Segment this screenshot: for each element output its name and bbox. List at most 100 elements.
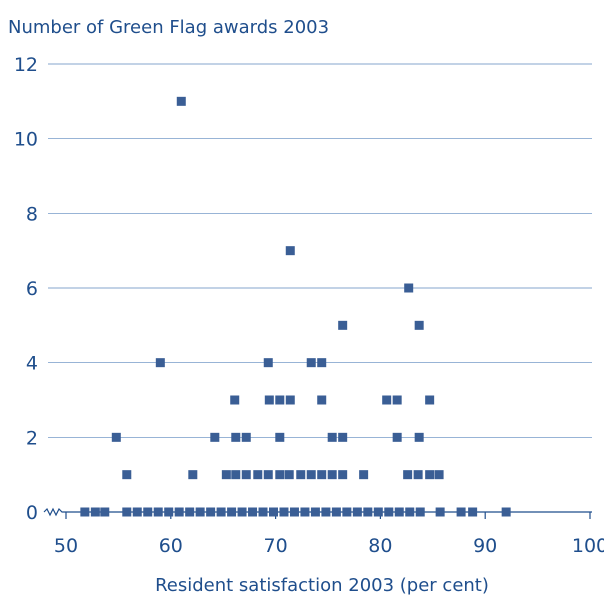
data-point (317, 395, 327, 405)
y-tick-label-12: 12 (14, 54, 38, 76)
data-point (111, 432, 121, 442)
data-point (275, 470, 285, 480)
data-point (404, 283, 414, 293)
data-point (414, 432, 424, 442)
data-point (321, 507, 331, 517)
data-point (306, 470, 316, 480)
data-point (176, 96, 186, 106)
x-tick-label-70: 70 (264, 535, 288, 557)
data-point (434, 470, 444, 480)
data-point (384, 507, 394, 517)
x-tick-label-90: 90 (473, 535, 497, 557)
data-point (342, 507, 352, 517)
y-tick-label-10: 10 (14, 129, 38, 151)
data-point (216, 507, 226, 517)
data-point (231, 432, 241, 442)
data-point (231, 470, 241, 480)
data-point (227, 507, 237, 517)
data-point (195, 507, 205, 517)
data-point (275, 432, 285, 442)
data-point (275, 395, 285, 405)
data-point (80, 507, 90, 517)
data-point (132, 507, 142, 517)
data-point (185, 507, 195, 517)
data-point (155, 358, 165, 368)
data-point (327, 470, 337, 480)
data-point (413, 470, 423, 480)
x-axis-line (43, 507, 592, 517)
data-point (122, 470, 132, 480)
data-point (253, 470, 263, 480)
data-point (285, 395, 295, 405)
data-point (206, 507, 216, 517)
data-point (310, 507, 320, 517)
data-point (415, 507, 425, 517)
y-tick-label-8: 8 (26, 203, 38, 225)
data-point (501, 507, 511, 517)
data-point (258, 507, 268, 517)
data-point (435, 507, 445, 517)
data-point (248, 507, 258, 517)
x-tick-label-50: 50 (54, 535, 78, 557)
data-point (403, 470, 413, 480)
data-point (230, 395, 240, 405)
data-point (363, 507, 373, 517)
data-point (296, 470, 306, 480)
data-point (338, 320, 348, 330)
data-point (164, 507, 174, 517)
data-point (210, 432, 220, 442)
data-point (279, 507, 289, 517)
data-point (338, 470, 348, 480)
data-point (284, 470, 294, 480)
x-axis-label: Resident satisfaction 2003 (per cent) (155, 575, 489, 596)
data-point (317, 358, 327, 368)
data-point (456, 507, 466, 517)
data-point (289, 507, 299, 517)
data-point (285, 246, 295, 256)
data-point (90, 507, 100, 517)
data-point (237, 507, 247, 517)
data-point (425, 395, 435, 405)
y-tick-label-0: 0 (26, 502, 38, 524)
data-point (221, 470, 231, 480)
data-point (394, 507, 404, 517)
data-point (327, 432, 337, 442)
data-point (306, 358, 316, 368)
y-tick-label-6: 6 (26, 278, 38, 300)
data-point (382, 395, 392, 405)
data-point (405, 507, 415, 517)
data-point (263, 358, 273, 368)
data-point (263, 470, 273, 480)
data-point (241, 432, 251, 442)
x-tick-labels: 50 60 70 80 90 100 (54, 535, 604, 557)
data-point (100, 507, 110, 517)
y-tick-label-2: 2 (26, 427, 38, 449)
data-point (122, 507, 132, 517)
data-point (392, 395, 402, 405)
data-point (414, 320, 424, 330)
data-point (153, 507, 163, 517)
y-tick-label-4: 4 (26, 353, 38, 375)
gridlines (48, 63, 592, 438)
y-tick-labels: 0 2 4 6 8 10 12 (14, 54, 38, 524)
x-tick-label-80: 80 (368, 535, 392, 557)
x-tick-label-100: 100 (572, 535, 604, 557)
data-point (269, 507, 279, 517)
data-point (143, 507, 153, 517)
data-point (174, 507, 184, 517)
data-point (338, 432, 348, 442)
data-point (331, 507, 341, 517)
data-point (264, 395, 274, 405)
data-points (80, 96, 511, 517)
data-point (317, 470, 327, 480)
y-axis-label: Number of Green Flag awards 2003 (8, 17, 329, 38)
data-point (241, 470, 251, 480)
data-point (373, 507, 383, 517)
data-point (392, 432, 402, 442)
data-point (300, 507, 310, 517)
data-point (359, 470, 369, 480)
data-point (188, 470, 198, 480)
data-point (468, 507, 478, 517)
data-point (352, 507, 362, 517)
